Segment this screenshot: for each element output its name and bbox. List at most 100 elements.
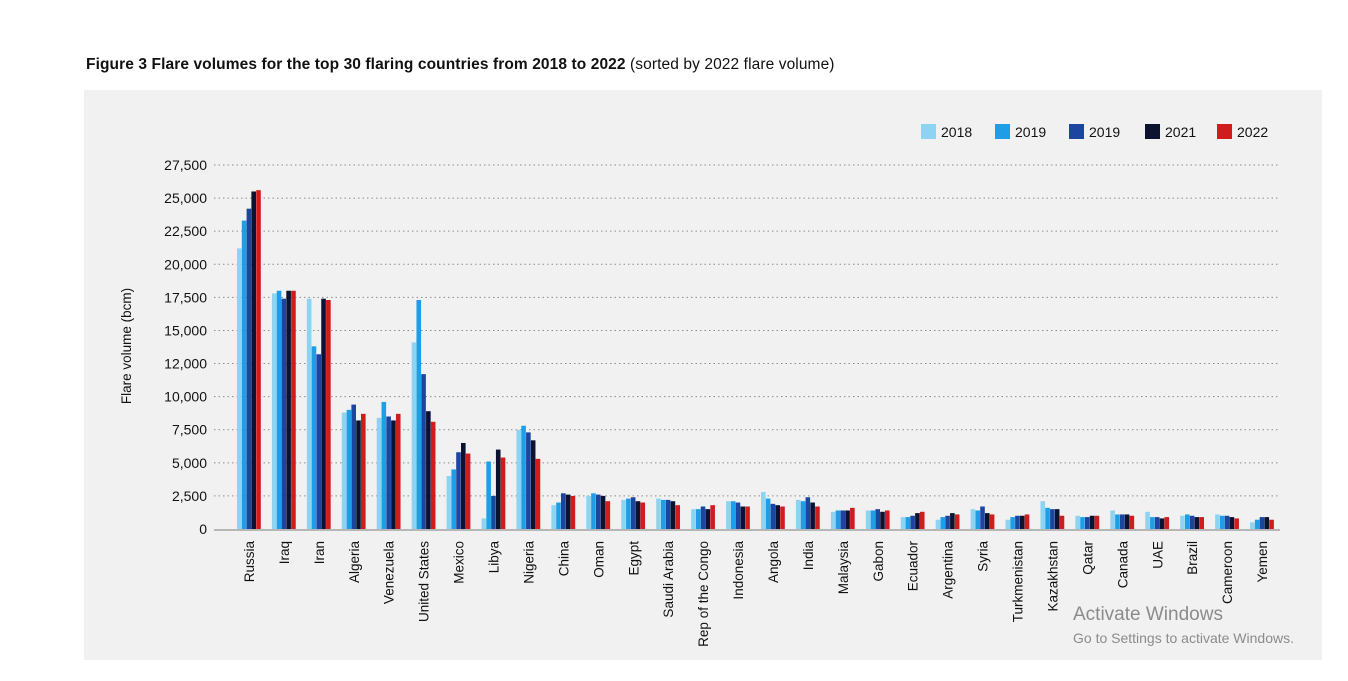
bar xyxy=(551,505,556,529)
bar xyxy=(1015,515,1020,529)
bar xyxy=(1250,522,1255,529)
bar xyxy=(351,404,356,529)
bar xyxy=(1224,515,1230,529)
bar xyxy=(885,510,890,529)
x-tick-label: Mexico xyxy=(452,541,467,584)
bar xyxy=(605,501,611,529)
chart-title: Figure 3 Flare volumes for the top 30 fl… xyxy=(86,56,835,74)
x-tick-label: Iraq xyxy=(277,541,292,564)
x-tick-label: Syria xyxy=(976,541,991,572)
bar xyxy=(661,499,666,529)
bar xyxy=(516,429,522,529)
y-axis-label: Flare volume (bcm) xyxy=(119,288,134,404)
y-tick-label: 12,000 xyxy=(164,356,207,372)
bar xyxy=(735,502,741,529)
bar xyxy=(1159,518,1165,529)
bar xyxy=(386,416,391,529)
x-tick-label: Malaysia xyxy=(836,541,851,595)
bar xyxy=(1234,518,1239,529)
bar xyxy=(640,502,646,529)
legend-swatch xyxy=(1145,124,1160,139)
bar xyxy=(556,502,561,529)
legend-swatch xyxy=(921,124,936,139)
bar xyxy=(381,401,387,529)
bar xyxy=(1110,510,1115,529)
bar xyxy=(665,499,671,529)
x-tick-label: Iran xyxy=(312,541,327,564)
bar xyxy=(251,191,256,530)
bar xyxy=(1054,509,1060,529)
bar xyxy=(915,513,920,529)
bar xyxy=(246,208,252,529)
bar xyxy=(745,506,750,529)
bar xyxy=(595,494,601,529)
bar xyxy=(421,374,426,529)
bar xyxy=(591,493,596,529)
bar xyxy=(291,290,296,529)
x-tick-label: Cameroon xyxy=(1220,541,1235,604)
bar xyxy=(970,509,976,529)
bar xyxy=(1259,517,1265,529)
bar xyxy=(1075,515,1080,529)
legend-label: 2018 xyxy=(941,124,972,140)
bar xyxy=(726,501,731,529)
bar xyxy=(761,491,766,529)
y-tick-label: 20,000 xyxy=(164,256,207,272)
bar xyxy=(621,499,626,529)
legend-swatch xyxy=(1069,124,1084,139)
legend-label: 2019 xyxy=(1089,124,1120,140)
bar xyxy=(1219,515,1225,529)
legend-label: 2021 xyxy=(1165,124,1196,140)
bar xyxy=(1080,517,1085,529)
bar xyxy=(446,476,452,529)
bar xyxy=(1229,517,1235,529)
bar xyxy=(900,517,906,529)
x-tick-label: Ecuador xyxy=(906,541,921,592)
watermark-title: Activate Windows xyxy=(1073,604,1223,625)
bar xyxy=(1119,514,1125,529)
bar xyxy=(1040,501,1046,529)
bar xyxy=(1189,515,1195,529)
bar xyxy=(376,417,382,529)
y-tick-label: 5,000 xyxy=(172,455,207,471)
bar xyxy=(486,461,491,529)
bar xyxy=(635,501,641,529)
legend-swatch xyxy=(1217,124,1232,139)
bar xyxy=(451,469,456,529)
watermark-subtitle: Go to Settings to activate Windows. xyxy=(1073,630,1294,646)
bar xyxy=(1089,515,1095,529)
bar xyxy=(321,298,326,529)
bar xyxy=(1164,517,1170,529)
x-tick-label: Brazil xyxy=(1185,541,1200,575)
bar xyxy=(975,510,980,529)
bar xyxy=(1194,517,1200,529)
bar xyxy=(765,498,771,529)
bar xyxy=(1124,514,1130,529)
x-tick-label: Oman xyxy=(591,541,606,578)
bar xyxy=(241,220,247,530)
bar xyxy=(256,190,261,529)
bar xyxy=(1199,517,1204,529)
bar xyxy=(1145,511,1150,529)
bar xyxy=(1019,515,1025,529)
x-tick-label: Rep of the Congo xyxy=(696,541,711,647)
bar xyxy=(1269,519,1274,529)
bar xyxy=(945,515,950,529)
bar xyxy=(775,505,780,529)
x-tick-label: Yemen xyxy=(1255,541,1270,583)
x-tick-label: Argentina xyxy=(941,541,956,599)
y-tick-label: 17,500 xyxy=(164,289,207,305)
x-tick-label: Canada xyxy=(1115,541,1130,589)
bar xyxy=(985,513,990,529)
bar xyxy=(1185,514,1190,529)
bar xyxy=(950,513,955,529)
bar xyxy=(656,498,661,529)
x-tick-label: Egypt xyxy=(626,541,641,576)
bar xyxy=(815,506,820,529)
bar xyxy=(271,293,277,529)
bar xyxy=(989,514,995,529)
bar xyxy=(980,506,985,529)
bar xyxy=(491,495,496,529)
bar xyxy=(800,501,806,529)
bar xyxy=(311,346,317,529)
